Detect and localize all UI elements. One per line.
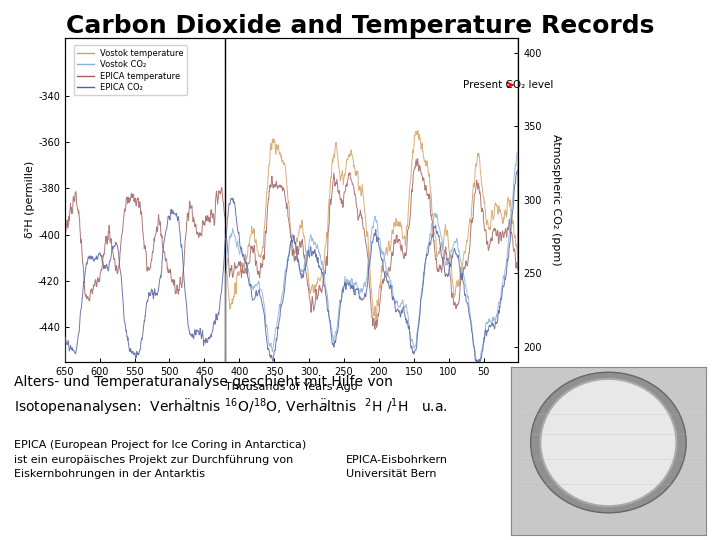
Text: Isotopenanalysen:  Verh$\ddot{a}$ltnis $^{16}$O/$^{18}$O, Verh$\ddot{a}$ltnis  $: Isotopenanalysen: Verh$\ddot{a}$ltnis $^… xyxy=(14,397,448,418)
Text: ist ein europäisches Projekt zur Durchführung von: ist ein europäisches Projekt zur Durchfü… xyxy=(14,455,294,465)
X-axis label: Thousands of Years Ago: Thousands of Years Ago xyxy=(225,382,358,392)
Y-axis label: Atmospheric CO₂ (ppm): Atmospheric CO₂ (ppm) xyxy=(552,134,562,266)
Text: Present CO₂ level: Present CO₂ level xyxy=(462,80,553,90)
Ellipse shape xyxy=(540,379,677,506)
Ellipse shape xyxy=(531,372,686,513)
Text: Eiskernbohrungen in der Antarktis: Eiskernbohrungen in der Antarktis xyxy=(14,469,205,480)
Text: Carbon Dioxide and Temperature Records: Carbon Dioxide and Temperature Records xyxy=(66,14,654,37)
Y-axis label: δ²H (permille): δ²H (permille) xyxy=(25,161,35,239)
Text: Alters- und Temperaturanalyse geschieht mit Hilfe von: Alters- und Temperaturanalyse geschieht … xyxy=(14,375,393,389)
Text: Universität Bern: Universität Bern xyxy=(346,469,436,480)
Text: EPICA-Eisbohrkern: EPICA-Eisbohrkern xyxy=(346,455,448,465)
Legend: Vostok temperature, Vostok CO₂, EPICA temperature, EPICA CO₂: Vostok temperature, Vostok CO₂, EPICA te… xyxy=(73,45,187,96)
Text: EPICA (European Project for Ice Coring in Antarctica): EPICA (European Project for Ice Coring i… xyxy=(14,440,307,450)
